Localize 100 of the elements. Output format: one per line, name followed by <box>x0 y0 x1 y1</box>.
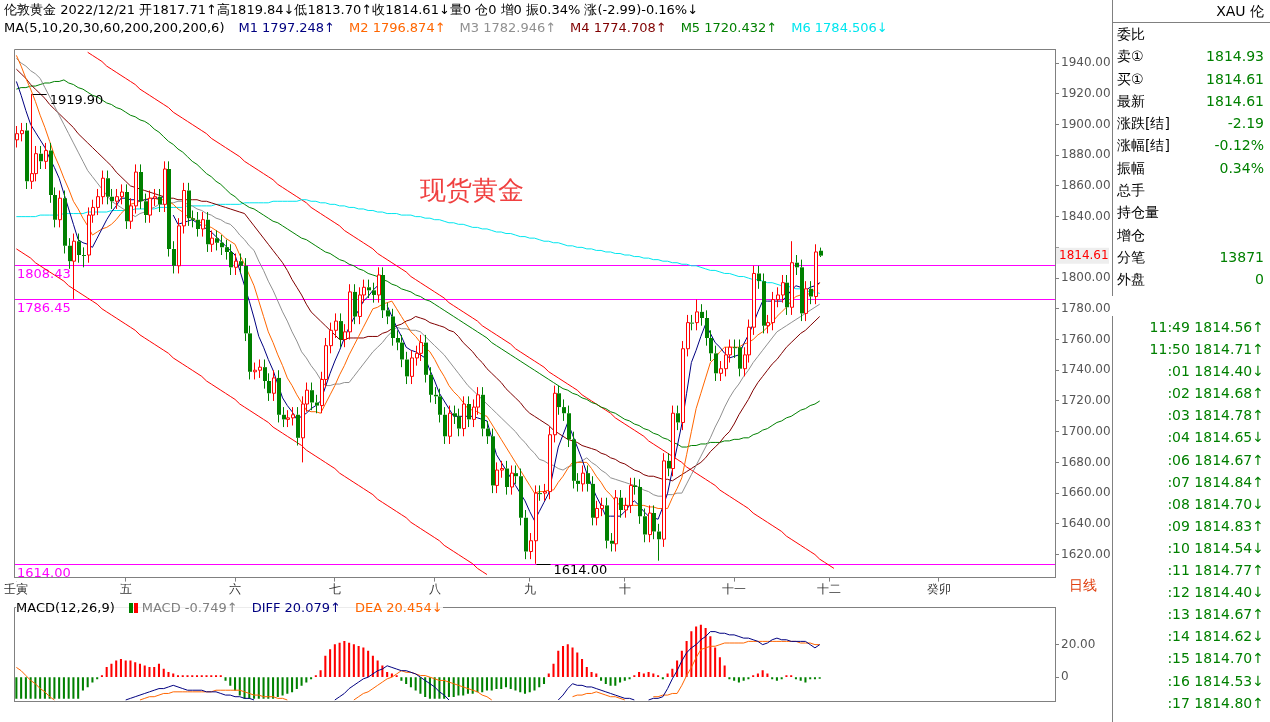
candlestick <box>619 489 623 519</box>
category-label: 分笔 <box>1117 247 1146 267</box>
y-tick-label: 1780.00 <box>1061 300 1111 315</box>
ref-line-label: 1786.45 <box>17 300 71 316</box>
y-tick-label: 1620.00 <box>1061 546 1111 561</box>
candlestick <box>82 246 86 268</box>
candlestick <box>491 428 495 494</box>
text: -2.19 <box>1227 115 1264 132</box>
candlestick <box>106 170 110 205</box>
bar <box>452 677 455 698</box>
bar <box>238 677 241 696</box>
bar <box>523 677 527 694</box>
bar <box>300 677 303 686</box>
bar <box>148 667 151 678</box>
bar <box>409 677 412 688</box>
candlestick <box>68 237 72 270</box>
text: 0 <box>1255 271 1264 288</box>
text: :14 1814.62↓ <box>1166 627 1265 647</box>
candlestick <box>315 394 319 414</box>
bar <box>581 658 584 678</box>
bar <box>143 665 146 678</box>
bar <box>43 677 46 699</box>
bar <box>552 663 555 678</box>
bar <box>585 667 588 678</box>
bar <box>742 677 745 681</box>
bar <box>538 677 541 688</box>
x-tick-label: 十 <box>618 581 631 596</box>
bar <box>305 677 308 683</box>
text: 0.34% <box>1219 159 1264 176</box>
bar <box>804 677 807 683</box>
bar <box>343 641 346 678</box>
bar <box>20 677 23 699</box>
bar <box>253 677 256 699</box>
bar <box>134 662 137 678</box>
candlestick <box>757 265 761 290</box>
bar <box>647 671 650 678</box>
candlestick <box>538 484 542 502</box>
bar <box>476 677 479 693</box>
bar <box>623 677 626 681</box>
bar <box>466 677 469 694</box>
text: 1814.61 <box>1206 70 1264 87</box>
y-tick-label: 1940.00 <box>1061 55 1111 70</box>
text: 日线 <box>1068 577 1097 594</box>
candlestick <box>277 369 281 423</box>
text: DEA 20.454↓ <box>354 600 443 615</box>
candlestick <box>790 240 794 316</box>
text: 1814.61 <box>1206 92 1264 109</box>
text: 11:50 1814.71↑ <box>1148 340 1265 360</box>
bar <box>267 677 270 699</box>
bar <box>775 677 778 681</box>
candlestick <box>610 532 614 552</box>
x-tick-label: 癸卯 <box>926 581 951 596</box>
candlestick <box>591 475 595 526</box>
x-tick-label: 九 <box>523 581 536 596</box>
bar <box>324 655 327 678</box>
bar <box>29 677 32 699</box>
candlestick <box>652 504 656 540</box>
candlestick <box>643 507 647 543</box>
bar <box>15 677 18 699</box>
bar <box>105 667 108 678</box>
bar <box>424 677 427 698</box>
candlestick <box>505 460 509 496</box>
text: :06 1814.67↑ <box>1166 450 1265 470</box>
y-tick-label: 1720.00 <box>1061 393 1111 408</box>
candlestick <box>481 386 485 437</box>
candlestick <box>562 398 566 422</box>
x-tick-label: 六 <box>229 581 242 596</box>
bar <box>162 668 165 678</box>
bar <box>167 671 170 678</box>
bar <box>62 677 65 699</box>
candlestick <box>424 334 428 384</box>
category-label: 持仓量 <box>1117 203 1160 223</box>
bar <box>53 677 56 699</box>
bar <box>129 660 132 678</box>
bar <box>119 658 122 678</box>
y-tick-label: 1900.00 <box>1061 116 1111 131</box>
candlestick <box>196 211 200 238</box>
bar <box>91 677 94 683</box>
category-label: 增仓 <box>1117 225 1146 245</box>
candlestick <box>386 302 390 325</box>
candlestick <box>172 240 176 274</box>
text: :12 1814.40↓ <box>1166 583 1265 603</box>
text: M1 1797.248↑ <box>238 20 336 35</box>
text: :03 1814.78↑ <box>1166 406 1265 426</box>
candlestick <box>44 142 48 170</box>
candlestick <box>557 385 561 416</box>
candlestick <box>714 345 718 382</box>
candlestick <box>310 382 314 411</box>
bar <box>590 671 593 678</box>
candlestick <box>667 452 671 477</box>
candlestick <box>690 314 694 331</box>
candlestick <box>800 259 804 322</box>
candlestick <box>804 280 808 322</box>
bar <box>319 670 322 678</box>
category-label: 振幅 <box>1117 158 1146 178</box>
bar <box>609 677 612 686</box>
text: :17 1814.80↑ <box>1166 693 1265 713</box>
y-tick-label: 1640.00 <box>1061 515 1111 530</box>
category-label: 涨跌[结] <box>1117 114 1171 134</box>
bar <box>485 677 488 691</box>
